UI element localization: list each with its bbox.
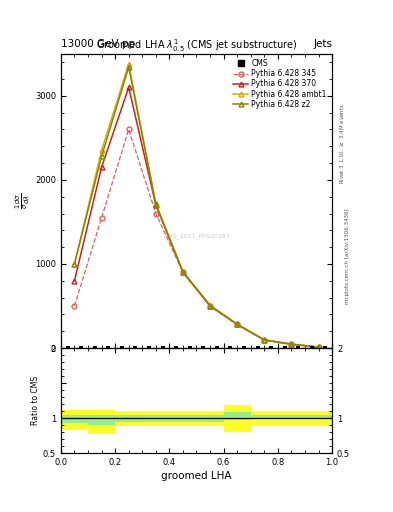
Point bbox=[64, 344, 71, 352]
Point bbox=[187, 344, 193, 352]
Point bbox=[241, 344, 247, 352]
Text: Jets: Jets bbox=[313, 38, 332, 49]
Text: mcplots.cern.ch [arXiv:1306.3436]: mcplots.cern.ch [arXiv:1306.3436] bbox=[345, 208, 350, 304]
X-axis label: groomed LHA: groomed LHA bbox=[161, 471, 232, 481]
Point bbox=[214, 344, 220, 352]
Point bbox=[78, 344, 84, 352]
Point bbox=[322, 344, 329, 352]
Point bbox=[105, 344, 112, 352]
Point bbox=[295, 344, 301, 352]
Title: Groomed LHA $\lambda^{1}_{0.5}$ (CMS jet substructure): Groomed LHA $\lambda^{1}_{0.5}$ (CMS jet… bbox=[96, 37, 297, 54]
Point bbox=[268, 344, 274, 352]
Point bbox=[160, 344, 166, 352]
Point bbox=[309, 344, 315, 352]
Point bbox=[173, 344, 179, 352]
Text: CMS_2021_PAS20187: CMS_2021_PAS20187 bbox=[163, 233, 230, 239]
Point bbox=[119, 344, 125, 352]
Legend: CMS, Pythia 6.428 345, Pythia 6.428 370, Pythia 6.428 ambt1, Pythia 6.428 z2: CMS, Pythia 6.428 345, Pythia 6.428 370,… bbox=[231, 57, 328, 110]
Point bbox=[227, 344, 233, 352]
Y-axis label: $\frac{1}{\sigma}\frac{d\sigma}{d\lambda}$: $\frac{1}{\sigma}\frac{d\sigma}{d\lambda… bbox=[14, 193, 32, 209]
Point bbox=[200, 344, 206, 352]
Y-axis label: Ratio to CMS: Ratio to CMS bbox=[31, 376, 40, 425]
Point bbox=[132, 344, 139, 352]
Point bbox=[146, 344, 152, 352]
Point bbox=[254, 344, 261, 352]
Text: 13000 GeV pp: 13000 GeV pp bbox=[61, 38, 135, 49]
Point bbox=[92, 344, 98, 352]
Text: Rivet 3.1.10, $\geq$ 3.4M events: Rivet 3.1.10, $\geq$ 3.4M events bbox=[339, 103, 346, 184]
Point bbox=[281, 344, 288, 352]
